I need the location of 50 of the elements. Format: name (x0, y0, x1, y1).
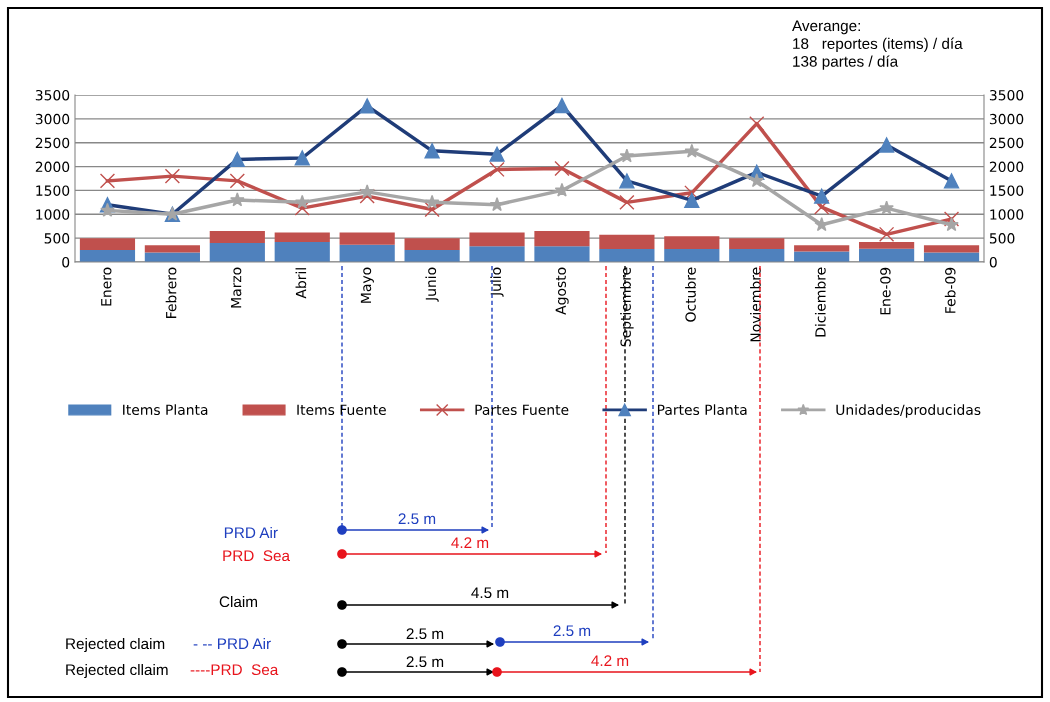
text: 2.5 m (398, 513, 436, 525)
x-tick-label: Septiembre (620, 267, 634, 347)
y-tick-label: 1000 (36, 209, 70, 220)
y-tick-label: 1500 (36, 185, 70, 196)
x-tick-label: Enero (101, 267, 112, 306)
legend-label: Items Fuente (297, 404, 386, 416)
text: Averange: 18 reportes (items) / día 138 partes / día (792, 20, 963, 70)
legend-label: Partes Fuente (475, 404, 569, 416)
legend-label: Unidades/producidas (836, 404, 981, 418)
y2-tick-label: 500 (989, 233, 1015, 244)
y-tick-label: 3500 (35, 89, 70, 101)
y-tick-label: 2000 (35, 161, 70, 173)
y2-tick-label: 2000 (989, 161, 1024, 173)
text: Rejected cllaim (66, 663, 168, 679)
text: PRD Air (224, 526, 278, 538)
y-tick-label: 0 (62, 256, 70, 268)
y-tick-label: 500 (44, 233, 70, 244)
text: 4.2 m (591, 655, 629, 666)
y2-tick-label: 1000 (990, 209, 1024, 220)
legend-label: Partes Planta (657, 404, 747, 416)
y2-tick-label: 1500 (990, 185, 1024, 196)
x-tick-label: Octubre (685, 267, 696, 322)
legend-label: Items Planta (123, 404, 208, 416)
y-tick-label: 2500 (35, 137, 70, 149)
x-tick-label: Diciembre (814, 267, 826, 337)
text: - -- PRD Air (193, 637, 271, 649)
text: PRD Sea (223, 550, 290, 562)
x-tick-label: Feb-09 (944, 267, 956, 313)
y2-tick-label: 3500 (989, 89, 1024, 101)
text: 2.5 m (553, 625, 591, 637)
y2-tick-label: 0 (989, 256, 997, 268)
x-tick-label: Mayo (360, 267, 374, 303)
text: Rejected claim (66, 637, 165, 653)
x-tick-label: Febrero (165, 267, 177, 318)
y2-tick-label: 2500 (989, 137, 1024, 149)
y2-tick-label: 3000 (989, 113, 1024, 125)
x-tick-label: Agosto (555, 267, 569, 315)
text: 4.5 m (471, 587, 509, 599)
text: 4.2 m (451, 537, 489, 548)
x-tick-label: Noviembre (750, 267, 761, 342)
x-tick-label: Ene-09 (880, 267, 891, 315)
text: 2.5 m (406, 656, 444, 668)
text: 2.5 m (406, 628, 444, 640)
text: Claim (219, 595, 257, 608)
x-tick-label: Marzo (231, 267, 242, 308)
x-tick-label: Junio (425, 267, 439, 302)
y-tick-label: 3000 (35, 113, 70, 125)
x-tick-label: Abril (295, 268, 307, 299)
text: ----PRD Sea (190, 664, 279, 676)
x-tick-label: Julio (490, 267, 504, 297)
